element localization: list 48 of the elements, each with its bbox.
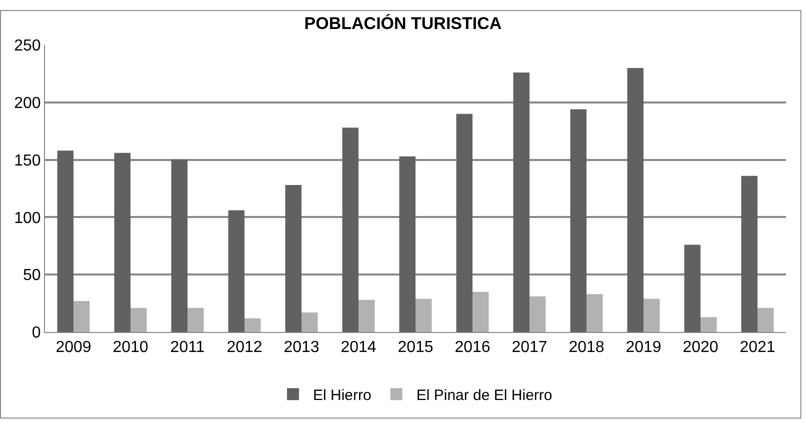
bar [188, 308, 204, 332]
bar [399, 156, 416, 332]
x-tick-label: 2013 [284, 339, 320, 356]
y-tick-label: 100 [14, 210, 41, 227]
bar [114, 152, 130, 332]
x-tick-label: 2017 [512, 339, 548, 356]
bar [74, 301, 90, 332]
bar [358, 300, 375, 332]
x-tick-label: 2021 [740, 339, 776, 356]
x-tick-label: 2019 [626, 339, 662, 356]
bar [228, 210, 244, 332]
bar [513, 72, 530, 332]
x-tick-label: 2016 [454, 339, 490, 356]
bar [530, 296, 546, 332]
bar [627, 68, 644, 332]
y-tick-label: 200 [14, 95, 41, 112]
bar [644, 298, 660, 332]
bar [456, 114, 472, 332]
x-tick-label: 2015 [398, 339, 434, 356]
x-tick-label: 2010 [112, 339, 148, 356]
bar [171, 160, 188, 332]
y-tick-label: 250 [14, 38, 41, 55]
bar [342, 128, 358, 332]
bar [684, 244, 700, 332]
bar [741, 176, 758, 332]
bar [130, 308, 147, 332]
bar [416, 298, 432, 332]
y-tick-label: 0 [32, 324, 41, 342]
x-tick-label: 2011 [170, 339, 205, 356]
bar [285, 185, 302, 332]
bar [302, 312, 318, 332]
y-tick-label: 150 [14, 152, 41, 170]
chart-title: POBLACIÓN TURISTICA [304, 12, 502, 33]
bar [570, 109, 586, 332]
bar [244, 318, 261, 332]
x-tick-label: 2020 [682, 339, 718, 356]
x-tick-label: 2009 [56, 339, 92, 356]
bar [472, 292, 489, 332]
x-tick-label: 2018 [568, 339, 604, 356]
legend-label: El Pinar de El Hierro [416, 387, 552, 404]
x-tick-label: 2014 [340, 339, 376, 356]
bar [57, 150, 74, 332]
bar [700, 317, 717, 332]
legend-label: El Hierro [313, 387, 372, 404]
bar [758, 308, 774, 332]
bar [586, 294, 603, 332]
y-tick-label: 50 [23, 267, 41, 284]
x-tick-label: 2012 [226, 339, 262, 356]
